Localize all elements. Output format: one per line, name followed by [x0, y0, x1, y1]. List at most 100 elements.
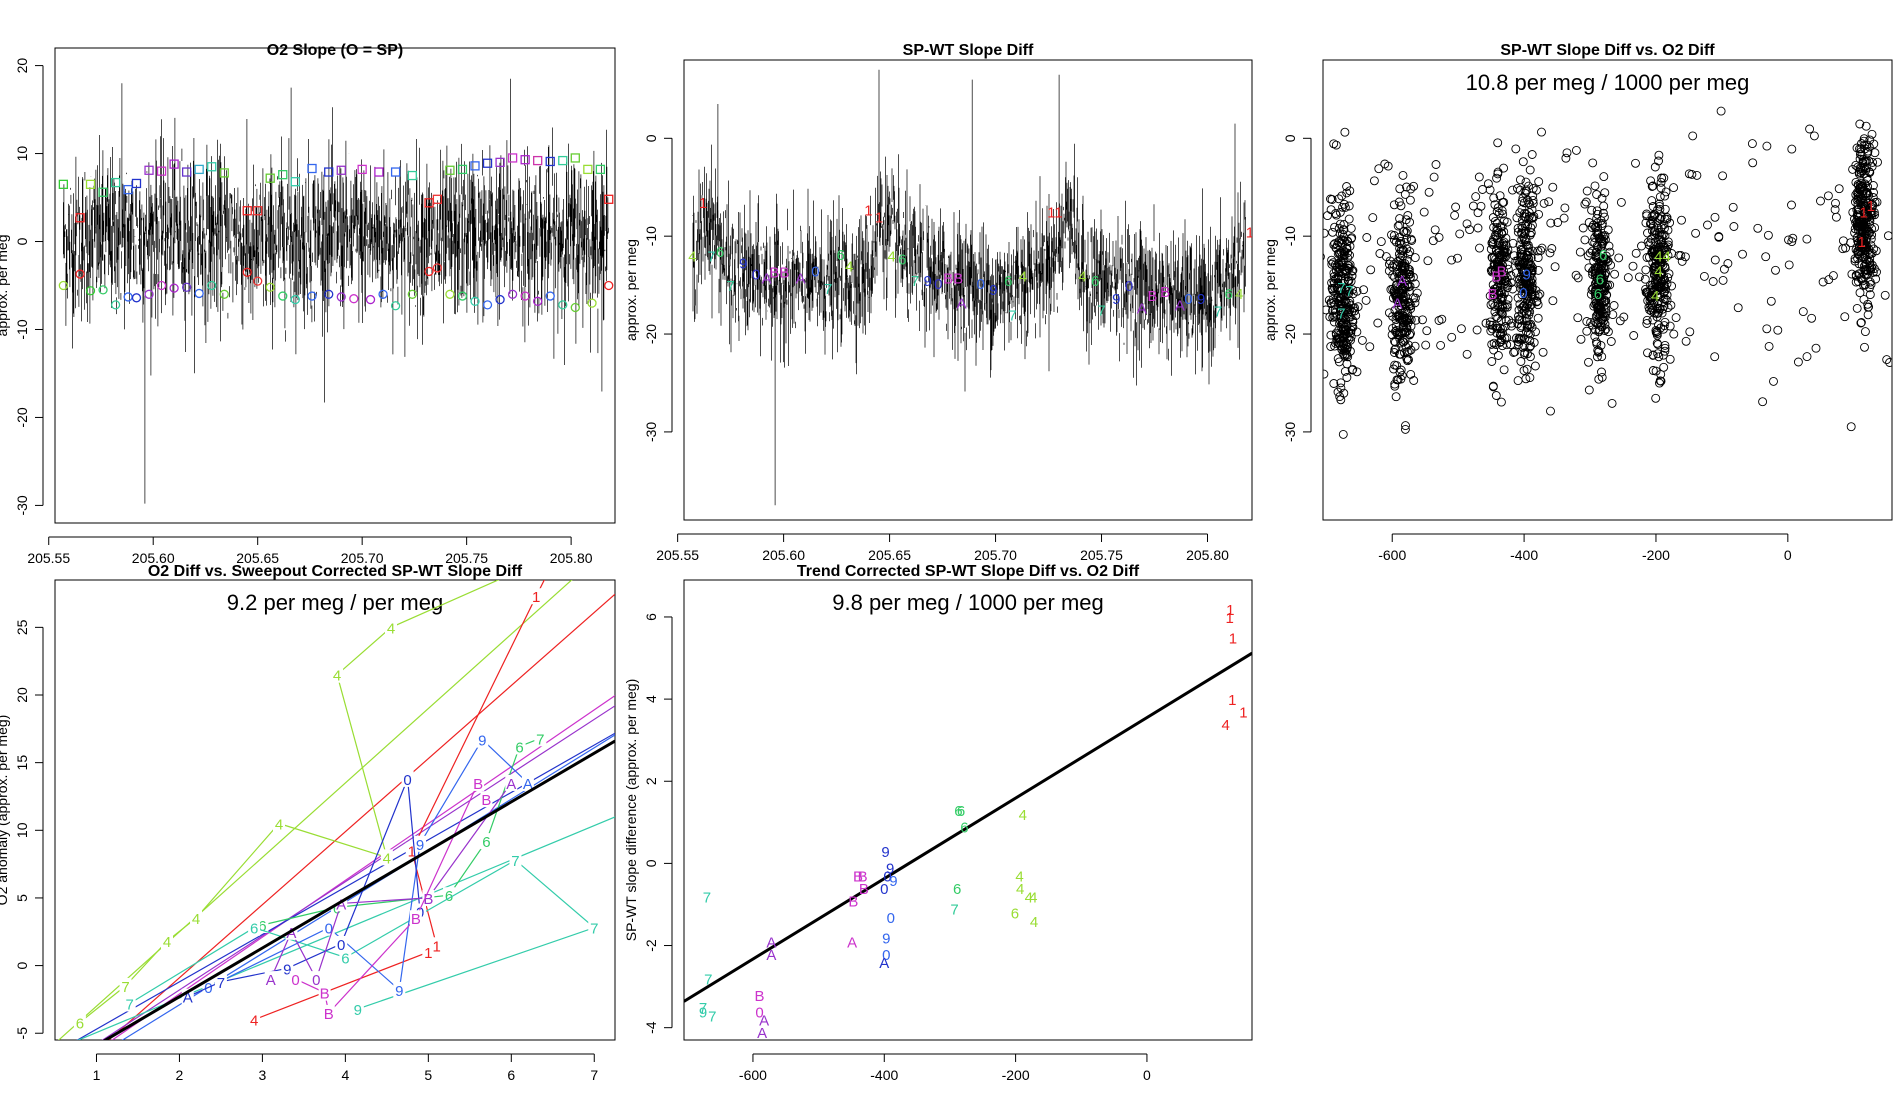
label-backdrop: [310, 971, 323, 988]
point-label: 4: [163, 934, 171, 951]
slope-annotation: 9.8 per meg / 1000 per meg: [832, 590, 1104, 615]
point-label: 4: [1654, 263, 1662, 280]
square-marker: [595, 164, 606, 175]
point-label: 0: [755, 1004, 763, 1021]
point-label: 9: [882, 930, 890, 947]
point-label: 1: [1857, 234, 1865, 251]
group-fit-line: [101, 705, 615, 1040]
point-label: 1: [1239, 704, 1247, 721]
x-tick-label: 205.55: [27, 550, 70, 566]
point-label: B: [859, 881, 869, 898]
point-label: 0: [325, 921, 333, 938]
point-label: 1: [699, 195, 707, 212]
point-label: 6: [258, 918, 266, 935]
point-label: A: [957, 296, 967, 313]
point-label: 0: [204, 980, 212, 997]
circle-marker: [604, 280, 614, 291]
square-marker: [482, 158, 493, 168]
point-label: A: [759, 1012, 769, 1029]
point-label: 9: [1523, 266, 1531, 283]
x-tick-label: 0: [1784, 547, 1792, 563]
point-label: 4: [688, 249, 696, 266]
group-trace: [129, 859, 596, 1010]
square-marker: [558, 155, 568, 166]
circle-marker: [324, 289, 334, 299]
point-label: 4: [250, 1013, 258, 1030]
x-tick-label: -600: [1378, 547, 1406, 563]
point-label: 4: [888, 249, 896, 266]
point-label: A: [1392, 296, 1402, 313]
point-label: 4: [333, 668, 341, 685]
label-backdrop: [409, 910, 422, 927]
label-backdrop: [248, 919, 261, 936]
point-label: 0: [882, 947, 890, 964]
point-label: A: [336, 896, 346, 913]
point-label: 6: [76, 1015, 84, 1032]
point-label: B: [853, 869, 863, 886]
x-tick-label: -200: [1642, 547, 1670, 563]
point-label: 4: [1651, 288, 1659, 305]
y-axis-label: SP-WT slope difference (approx. per meg): [623, 679, 639, 942]
circle-marker: [507, 289, 518, 299]
y-tick-label: -30: [1282, 422, 1298, 442]
point-label: 7: [1097, 303, 1105, 320]
point-label: 7: [1337, 306, 1345, 323]
point-label: 1: [532, 589, 540, 606]
panel-o2-slope: O2 Slope (O = SP) 205.55 205.60 205.65 205.7…: [0, 42, 616, 566]
point-label: A: [1397, 273, 1407, 290]
point-label: 0: [811, 263, 819, 280]
point-label: A: [766, 947, 776, 964]
y-tick-label: 25: [14, 619, 30, 635]
point-label: 9: [886, 861, 894, 878]
y-tick-label: 0: [643, 134, 659, 142]
group-trace: [208, 738, 529, 992]
point-label: B: [473, 776, 483, 793]
overall-fit-line: [102, 739, 615, 1040]
y-tick-label: 20: [14, 58, 30, 74]
label-backdrop: [339, 949, 352, 966]
circle-marker: [495, 294, 505, 305]
point-label: 4: [387, 620, 395, 637]
point-label: 0: [1184, 291, 1192, 308]
point-label: 1: [864, 203, 872, 220]
square-marker: [110, 177, 121, 188]
point-label: 4: [1235, 286, 1243, 303]
circle-marker: [307, 291, 317, 301]
square-marker: [265, 173, 275, 183]
y-tick-label: 5: [14, 894, 30, 902]
point-label: B: [858, 869, 868, 886]
square-marker: [374, 167, 384, 177]
square-marker: [432, 194, 443, 204]
point-label: 6: [1594, 286, 1602, 303]
point-label: B: [320, 986, 330, 1003]
y-tick-label: 0: [14, 961, 30, 969]
point-label: 6: [250, 921, 258, 938]
point-label: 6: [837, 247, 845, 264]
y-tick-label: -20: [14, 407, 30, 427]
label-backdrop: [401, 770, 414, 787]
circle-marker: [470, 296, 480, 306]
circle-marker: [98, 285, 108, 295]
circle-marker: [587, 298, 597, 308]
point-label: A: [796, 270, 806, 287]
label-backdrop: [322, 1004, 335, 1021]
y-axis-label: approx. per meg: [0, 235, 10, 337]
point-label: 7: [1214, 304, 1222, 321]
label-backdrop: [248, 1011, 261, 1028]
label-backdrop: [472, 774, 485, 791]
point-label: 6: [1011, 906, 1019, 923]
circle-marker: [219, 289, 229, 299]
chart-title: O2 Slope (O = SP): [267, 42, 403, 59]
point-label: B: [324, 1006, 334, 1023]
point-label: A: [523, 776, 533, 793]
y-tick-label: -10: [14, 319, 30, 339]
label-backdrop: [393, 981, 406, 998]
point-label: A: [766, 934, 776, 951]
square-marker: [290, 177, 300, 187]
square-marker: [144, 165, 154, 175]
x-tick-label: 205.60: [762, 547, 805, 563]
label-backdrop: [430, 937, 443, 954]
circle-marker: [533, 296, 543, 306]
square-marker: [507, 153, 518, 163]
circle-marker: [85, 286, 96, 296]
